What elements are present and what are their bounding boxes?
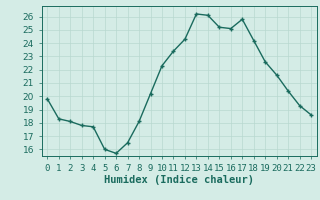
- X-axis label: Humidex (Indice chaleur): Humidex (Indice chaleur): [104, 175, 254, 185]
